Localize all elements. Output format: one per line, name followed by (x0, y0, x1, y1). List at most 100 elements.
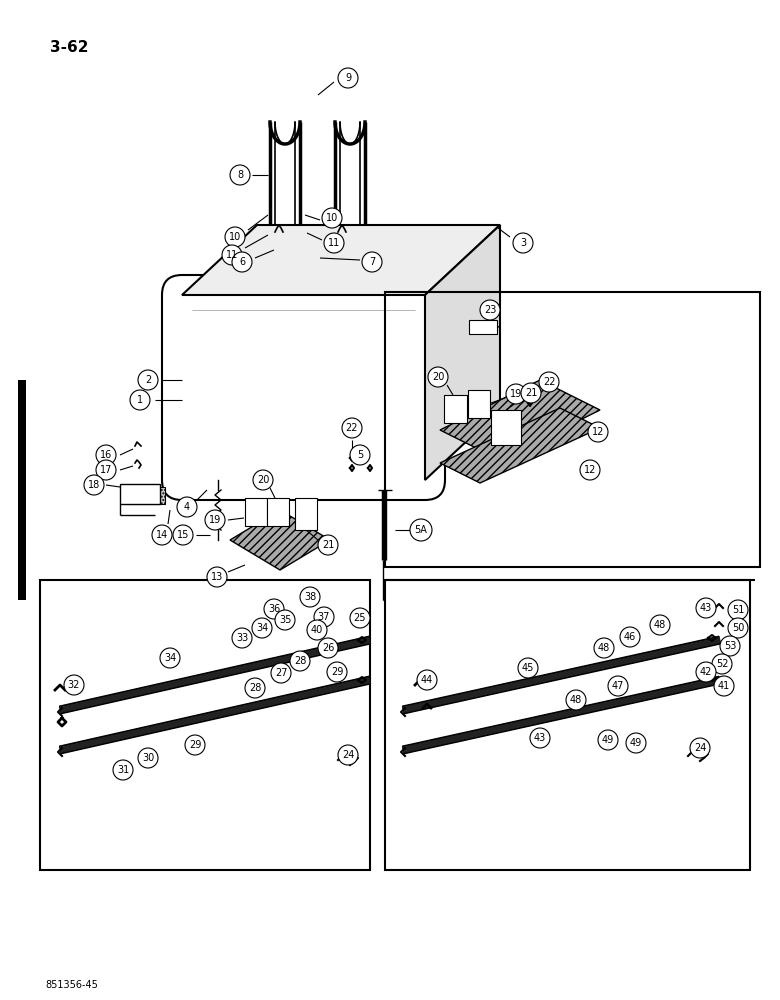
Text: 14: 14 (156, 530, 168, 540)
Text: 48: 48 (654, 620, 666, 630)
Text: 29: 29 (189, 740, 201, 750)
Text: 3-62: 3-62 (50, 40, 88, 55)
Text: 31: 31 (117, 765, 129, 775)
Text: 40: 40 (311, 625, 323, 635)
Circle shape (566, 690, 586, 710)
Circle shape (594, 638, 614, 658)
Text: 20: 20 (432, 372, 444, 382)
Circle shape (322, 208, 342, 228)
Circle shape (598, 730, 618, 750)
Circle shape (96, 460, 116, 480)
Bar (468, 390, 490, 418)
Text: 45: 45 (522, 663, 534, 673)
Text: 34: 34 (164, 653, 176, 663)
Bar (469, 320, 497, 334)
Text: 10: 10 (326, 213, 338, 223)
Text: 6: 6 (239, 257, 245, 267)
Circle shape (588, 422, 608, 442)
Circle shape (318, 535, 338, 555)
Circle shape (230, 165, 250, 185)
Circle shape (318, 638, 338, 658)
Text: 22: 22 (346, 423, 358, 433)
Text: 35: 35 (278, 615, 291, 625)
Circle shape (530, 728, 550, 748)
Text: 24: 24 (342, 750, 354, 760)
Polygon shape (402, 677, 721, 753)
Circle shape (207, 567, 227, 587)
Circle shape (205, 510, 225, 530)
Circle shape (138, 370, 158, 390)
FancyBboxPatch shape (162, 275, 445, 500)
Circle shape (324, 233, 344, 253)
Circle shape (152, 525, 172, 545)
Circle shape (232, 252, 252, 272)
Text: 8: 8 (237, 170, 243, 180)
Circle shape (138, 748, 158, 768)
Circle shape (712, 654, 732, 674)
Text: 22: 22 (543, 377, 555, 387)
Text: 11: 11 (226, 250, 238, 260)
Text: 16: 16 (100, 450, 112, 460)
Text: 51: 51 (732, 605, 744, 615)
Text: 5: 5 (357, 450, 363, 460)
Text: 7: 7 (369, 257, 375, 267)
Circle shape (290, 651, 310, 671)
Text: 17: 17 (100, 465, 112, 475)
Polygon shape (425, 225, 500, 480)
Text: 15: 15 (177, 530, 190, 540)
Text: 30: 30 (142, 753, 154, 763)
Text: 28: 28 (249, 683, 261, 693)
Circle shape (307, 620, 327, 640)
Text: 48: 48 (598, 643, 610, 653)
Text: 53: 53 (724, 641, 736, 651)
Circle shape (160, 648, 180, 668)
Circle shape (350, 608, 370, 628)
Text: 10: 10 (229, 232, 241, 242)
Circle shape (177, 497, 197, 517)
Circle shape (300, 587, 320, 607)
Text: 24: 24 (694, 743, 706, 753)
Circle shape (620, 627, 640, 647)
Circle shape (232, 628, 252, 648)
Text: 47: 47 (612, 681, 624, 691)
Circle shape (264, 599, 284, 619)
Text: 13: 13 (211, 572, 223, 582)
Text: 34: 34 (256, 623, 268, 633)
Text: 36: 36 (268, 604, 280, 614)
Circle shape (253, 470, 273, 490)
Circle shape (173, 525, 193, 545)
Circle shape (275, 610, 295, 630)
Polygon shape (402, 637, 721, 713)
Text: 851356-45: 851356-45 (45, 980, 98, 990)
Text: 43: 43 (534, 733, 546, 743)
Circle shape (518, 658, 538, 678)
Circle shape (428, 367, 448, 387)
Text: 18: 18 (88, 480, 100, 490)
Text: 43: 43 (700, 603, 712, 613)
Circle shape (728, 618, 748, 638)
Text: 5A: 5A (414, 525, 427, 535)
Bar (385, 580, 750, 870)
Text: 25: 25 (354, 613, 367, 623)
Text: 52: 52 (716, 659, 729, 669)
Circle shape (252, 618, 272, 638)
Circle shape (342, 418, 362, 438)
Circle shape (185, 735, 205, 755)
Text: 9: 9 (345, 73, 351, 83)
Circle shape (513, 233, 533, 253)
Circle shape (245, 678, 265, 698)
Text: 42: 42 (700, 667, 712, 677)
Circle shape (327, 662, 347, 682)
Text: 19: 19 (209, 515, 221, 525)
Circle shape (338, 68, 358, 88)
Text: 12: 12 (583, 465, 596, 475)
Circle shape (271, 663, 291, 683)
Circle shape (96, 445, 116, 465)
Text: 49: 49 (630, 738, 642, 748)
Text: 23: 23 (484, 305, 496, 315)
Circle shape (728, 600, 748, 620)
Circle shape (696, 598, 716, 618)
Text: 20: 20 (257, 475, 269, 485)
Circle shape (608, 676, 628, 696)
Text: 12: 12 (592, 427, 604, 437)
